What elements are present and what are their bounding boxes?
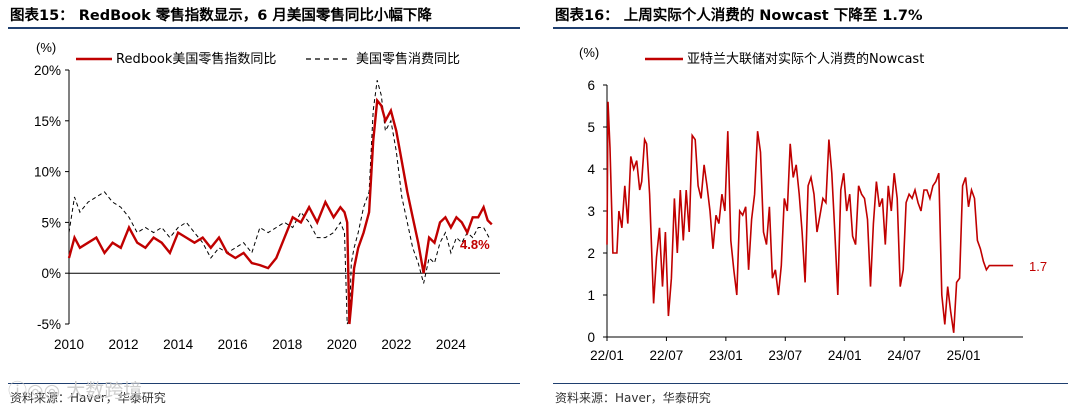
right-chart: (%) 0 1 2 3 4 5 6 22/01 22/07 23/01 23/07 24/01 24/07… bbox=[579, 45, 1047, 363]
left-y-tick-label: 15% bbox=[34, 114, 61, 129]
left-x-tick-label: 2020 bbox=[327, 337, 357, 352]
left-legend-label-1: Redbook美国零售指数同比 bbox=[116, 51, 276, 67]
watermark: ⓘ◎◎ 大数跨境 bbox=[8, 380, 143, 402]
right-footer-rule bbox=[553, 383, 1068, 384]
right-y-tick-label: 1 bbox=[587, 288, 595, 303]
left-series-line-1 bbox=[67, 97, 493, 325]
right-y-tick-label: 2 bbox=[587, 246, 595, 261]
left-x-tick-label: 2014 bbox=[163, 337, 194, 352]
right-title-rule bbox=[553, 27, 1068, 29]
left-source: 资料来源：Haver，华泰研究 bbox=[10, 391, 166, 405]
right-y-tick-label: 0 bbox=[587, 330, 595, 345]
right-y-tick-label: 6 bbox=[587, 78, 595, 93]
left-x-tick-label: 2024 bbox=[436, 337, 467, 352]
left-x-tick-label: 2022 bbox=[381, 337, 411, 352]
right-x-tick-label: 24/07 bbox=[887, 348, 921, 363]
left-footer-rule bbox=[8, 383, 520, 384]
left-x-tick-label: 2016 bbox=[218, 337, 248, 352]
right-figure: 图表16： 上周实际个人消费的 Nowcast 下降至 1.7% (%) 0 1 2 3… bbox=[545, 0, 1080, 409]
right-y-tick-label: 4 bbox=[587, 162, 595, 177]
right-x-tick-label: 23/01 bbox=[709, 348, 743, 363]
right-x-tick-label: 22/01 bbox=[590, 348, 624, 363]
right-y-axis-label: (%) bbox=[579, 45, 599, 60]
right-y-tick-label: 5 bbox=[587, 120, 595, 135]
right-series-line-1 bbox=[606, 101, 1014, 333]
right-y-tick-label: 3 bbox=[587, 204, 595, 219]
left-x-tick-label: 2018 bbox=[272, 337, 302, 352]
left-y-tick-label: 0% bbox=[41, 266, 61, 281]
right-x-tick-label: 23/07 bbox=[768, 348, 802, 363]
left-figure-title: 图表15： RedBook 零售指数显示，6 月美国零售同比小幅下降 bbox=[10, 8, 432, 24]
right-x-tick-label: 24/01 bbox=[828, 348, 862, 363]
right-end-annotation: 1.7 bbox=[1029, 259, 1047, 274]
left-y-tick-label: 10% bbox=[34, 165, 61, 180]
left-x-tick-label: 2010 bbox=[54, 337, 84, 352]
right-figure-title: 图表16： 上周实际个人消费的 Nowcast 下降至 1.7% bbox=[555, 8, 923, 24]
left-series-line-2 bbox=[68, 80, 490, 325]
left-y-tick-label: -5% bbox=[37, 317, 61, 332]
left-title-rule bbox=[8, 27, 520, 29]
right-x-tick-label: 22/07 bbox=[650, 348, 684, 363]
left-end-annotation: 4.8% bbox=[460, 237, 490, 252]
right-source: 资料来源：Haver，华泰研究 bbox=[555, 391, 711, 405]
left-y-tick-label: 20% bbox=[34, 63, 61, 78]
right-legend-label-1: 亚特兰大联储对实际个人消费的Nowcast bbox=[687, 51, 924, 67]
left-y-tick-label: 5% bbox=[41, 215, 61, 230]
left-y-axis-label: (%) bbox=[36, 40, 56, 55]
left-figure: 图表15： RedBook 零售指数显示，6 月美国零售同比小幅下降 (%) -5… bbox=[0, 0, 530, 409]
left-chart: (%) -5% 0% 5% 10% 15% 20% 2010 2012 2014 2016 2018 2… bbox=[34, 40, 500, 352]
right-x-tick-label: 25/01 bbox=[947, 348, 981, 363]
left-legend-label-2: 美国零售消费同比 bbox=[356, 51, 460, 67]
left-x-tick-label: 2012 bbox=[109, 337, 139, 352]
